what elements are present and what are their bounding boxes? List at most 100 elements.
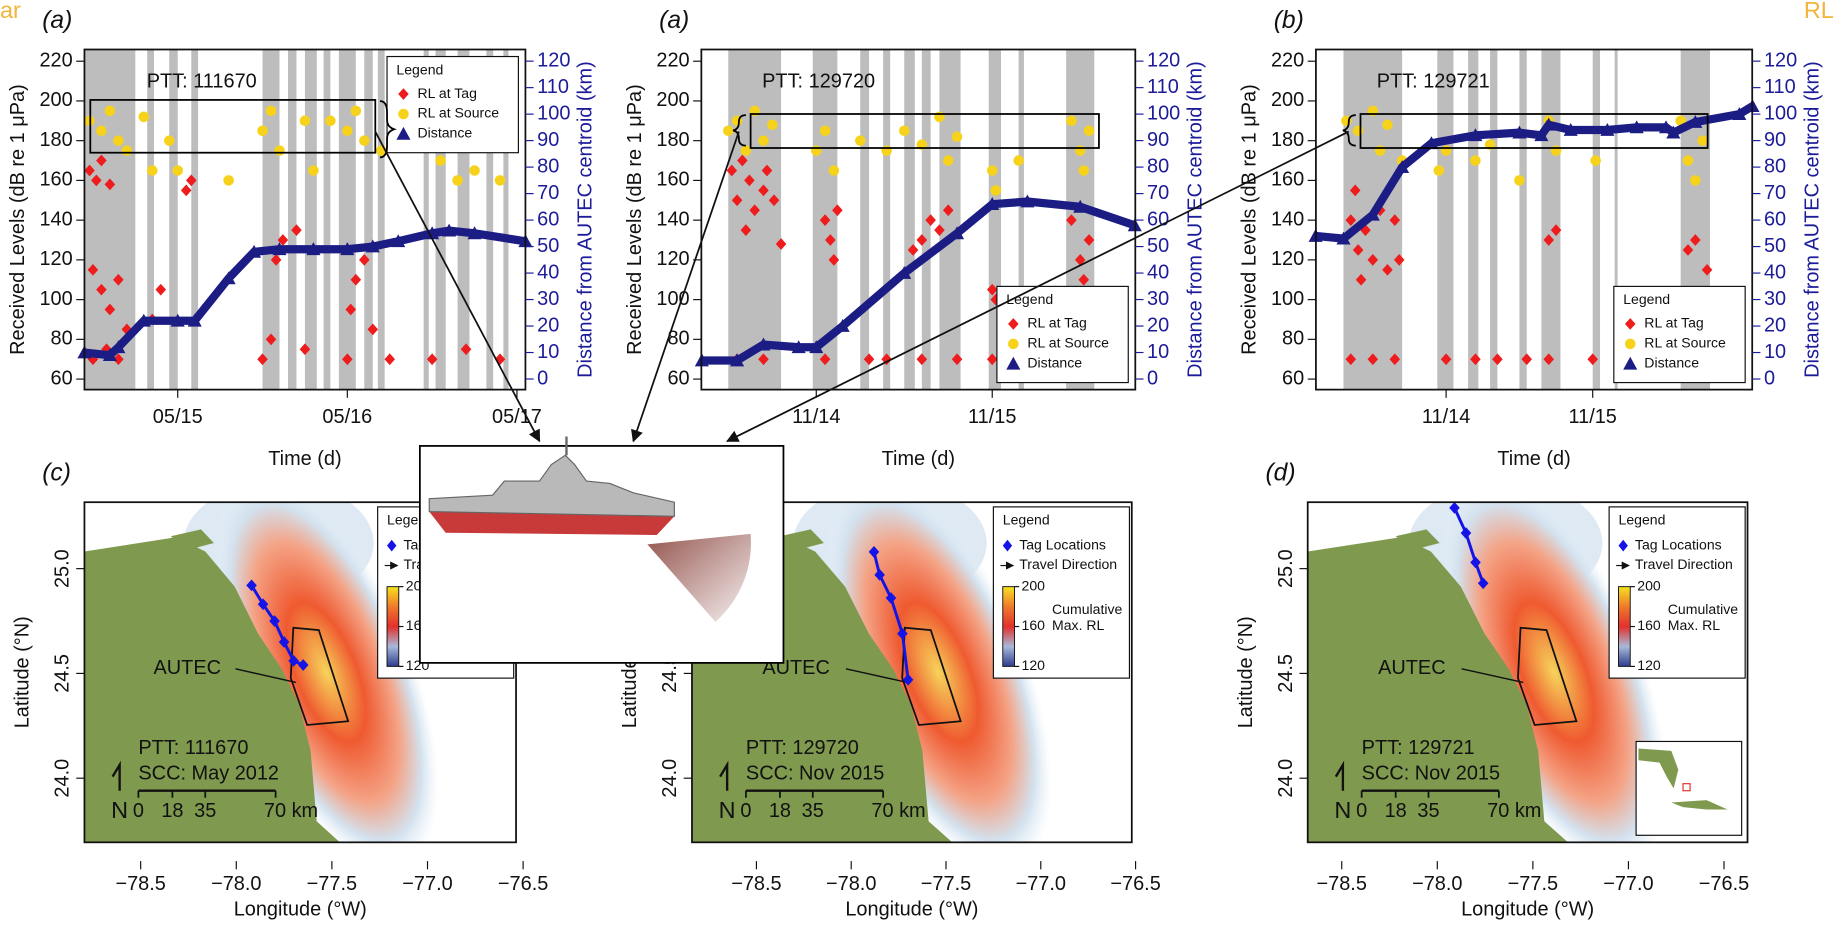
x-axis-label: Longitude (°W) xyxy=(234,899,367,921)
y-tick-label: 120 xyxy=(656,248,689,270)
distance-point xyxy=(111,340,126,354)
point xyxy=(1367,353,1379,366)
point xyxy=(96,283,107,296)
point xyxy=(84,164,95,177)
point xyxy=(265,105,277,117)
distance-point xyxy=(365,239,380,253)
shaded-period xyxy=(1614,49,1618,390)
point xyxy=(828,165,840,176)
north-arrow xyxy=(111,760,121,791)
colorbar-tick-label: 200 xyxy=(1637,577,1661,593)
point xyxy=(885,592,897,604)
y-tick-label: 200 xyxy=(1271,89,1304,111)
y-tick-label: 100 xyxy=(39,288,72,310)
y-tick-label: 180 xyxy=(656,129,689,151)
point xyxy=(761,164,773,177)
point xyxy=(460,343,472,356)
scale-label: 0 xyxy=(133,800,144,822)
scc-label: SCC: Nov 2015 xyxy=(1362,763,1500,785)
y2-tick-label: 0 xyxy=(1764,367,1775,389)
autec-label: AUTEC xyxy=(1378,657,1446,679)
x-tick-label: −77.5 xyxy=(921,873,971,895)
y-tick-label: 80 xyxy=(1282,328,1304,350)
x-tick-label: 05/16 xyxy=(322,406,372,428)
point xyxy=(1355,273,1367,286)
point xyxy=(1074,145,1086,156)
y-tick-label: 60 xyxy=(1282,367,1304,389)
shaded-period xyxy=(423,49,429,390)
distance-point xyxy=(170,313,185,327)
point xyxy=(1470,556,1481,569)
x-tick-label: −76.5 xyxy=(498,873,548,895)
x-tick-label: 11/14 xyxy=(1422,406,1470,428)
brace xyxy=(379,100,397,159)
point xyxy=(854,135,866,146)
point xyxy=(270,254,282,266)
y-tick-label: 100 xyxy=(656,288,689,310)
charts: 6080100120140160180200220010203040506070… xyxy=(7,7,1823,921)
point xyxy=(1066,115,1077,127)
point xyxy=(810,145,822,156)
panel-title: (c) xyxy=(42,460,71,487)
shaded-period xyxy=(147,49,154,390)
legend-title: Legend xyxy=(1006,291,1053,307)
point xyxy=(1345,214,1357,227)
point xyxy=(1701,263,1713,276)
point xyxy=(350,105,362,117)
panel-title: (a) xyxy=(659,7,689,34)
y-tick-label: 140 xyxy=(39,208,72,230)
y2-tick-label: 100 xyxy=(1764,102,1797,124)
point xyxy=(325,115,336,127)
shaded-period xyxy=(323,49,331,390)
scale-label: 18 xyxy=(161,800,183,822)
point xyxy=(1590,155,1601,166)
x-tick-label: −78.5 xyxy=(731,873,781,895)
scc-label: SCC: May 2012 xyxy=(138,763,279,785)
point xyxy=(113,135,124,146)
point xyxy=(1521,353,1533,366)
point xyxy=(1543,353,1555,366)
y2-tick-label: 120 xyxy=(1764,49,1797,71)
panel-title: (b) xyxy=(1274,7,1304,34)
shaded-period xyxy=(486,49,494,390)
point xyxy=(104,105,116,117)
x-tick-label: −78.0 xyxy=(826,873,876,895)
y-tick-label: 80 xyxy=(667,328,689,350)
legend-label: Travel Direction xyxy=(1635,556,1733,572)
callout-box xyxy=(89,99,377,154)
map-frame xyxy=(691,501,1133,844)
point xyxy=(916,353,928,366)
legend-title: Legend xyxy=(1623,291,1670,307)
point xyxy=(1492,353,1503,366)
colorbar xyxy=(1002,586,1015,667)
legend-label: Travel Direction xyxy=(1019,556,1117,572)
distance-point xyxy=(1468,128,1483,142)
point xyxy=(1449,502,1460,514)
distance-point xyxy=(897,266,912,279)
shaded-period xyxy=(904,49,915,390)
legend-marker xyxy=(1006,356,1021,370)
y-tick-label: 180 xyxy=(39,129,72,151)
point xyxy=(726,164,738,177)
point xyxy=(359,135,370,146)
colorbar-tick-label: 120 xyxy=(1022,657,1046,673)
distance-point xyxy=(1732,107,1747,120)
point xyxy=(942,155,954,166)
colorbar-label: Cumulative xyxy=(1668,601,1739,617)
shaded-period xyxy=(1018,49,1024,390)
point xyxy=(1352,244,1364,256)
y2-tick-label: 20 xyxy=(537,314,559,336)
arrow xyxy=(374,131,541,443)
point xyxy=(819,125,831,137)
point xyxy=(775,238,787,250)
legend-label: Distance xyxy=(418,125,473,141)
north-arrow xyxy=(1334,760,1345,791)
point xyxy=(819,353,831,366)
callout-box xyxy=(1359,113,1709,149)
legend-marker xyxy=(387,539,397,552)
distance-point xyxy=(950,226,965,240)
y-tick-label: 24.0 xyxy=(659,759,681,798)
y2-tick-label: 100 xyxy=(537,102,570,124)
distance-point xyxy=(1424,136,1439,150)
point xyxy=(1389,353,1401,366)
